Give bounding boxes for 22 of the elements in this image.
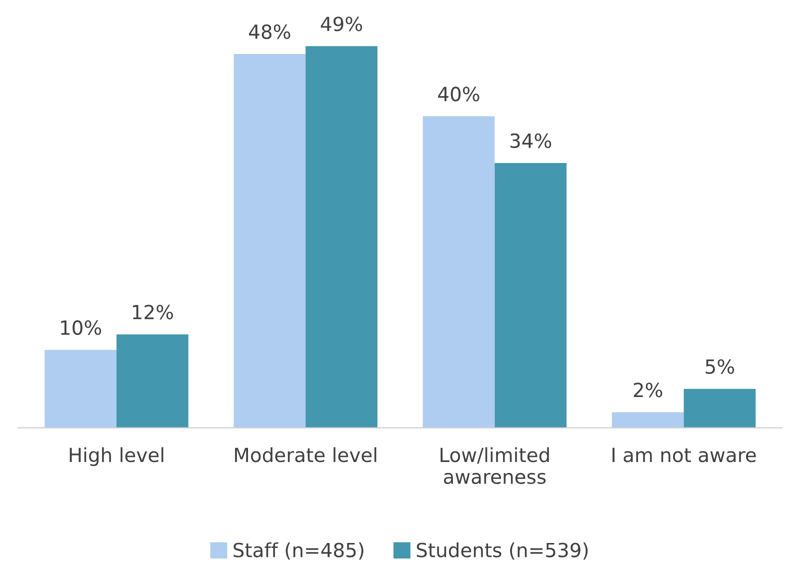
x-tick-label: Moderate level bbox=[235, 447, 376, 462]
data-label: 10% bbox=[61, 320, 102, 336]
bar bbox=[116, 334, 188, 428]
data-label: 12% bbox=[132, 304, 173, 320]
bar bbox=[422, 116, 495, 428]
bar bbox=[494, 162, 567, 428]
legend-label: Students (n=539) bbox=[416, 542, 588, 560]
x-tick-label: I am not aware bbox=[612, 448, 756, 462]
x-tick-label: High level bbox=[70, 447, 164, 466]
bar bbox=[44, 350, 116, 428]
bar bbox=[684, 388, 756, 428]
data-label: 5% bbox=[706, 359, 734, 374]
data-label: 34% bbox=[510, 133, 552, 148]
data-label: 49% bbox=[320, 16, 362, 32]
data-label: 2% bbox=[634, 382, 662, 398]
bar bbox=[306, 46, 378, 428]
bar bbox=[234, 54, 306, 428]
bar bbox=[612, 412, 684, 428]
legend-label: Staff (n=485) bbox=[234, 542, 364, 560]
data-label: 48% bbox=[249, 24, 290, 40]
x-tick-label: Low/limited awareness bbox=[440, 447, 549, 484]
data-label: 40% bbox=[438, 86, 480, 102]
